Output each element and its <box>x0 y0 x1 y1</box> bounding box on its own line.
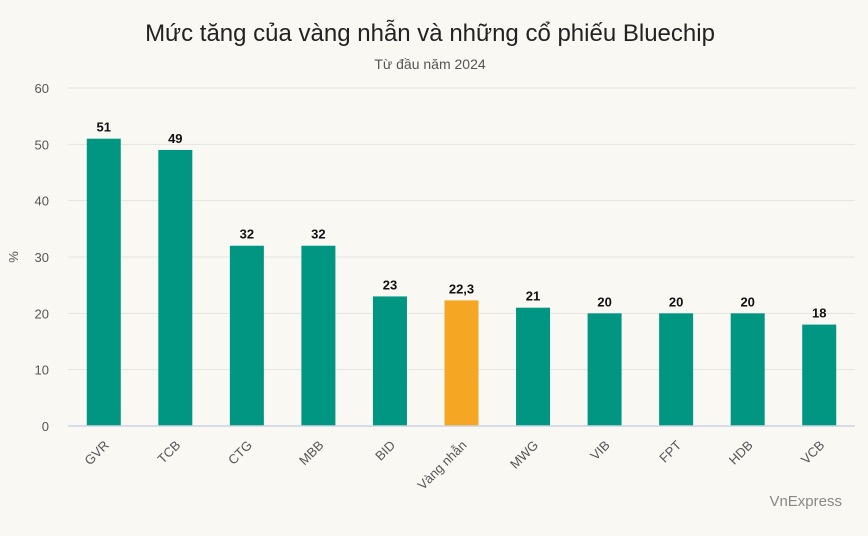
y-tick-label: 30 <box>35 250 49 265</box>
bar <box>86 138 121 426</box>
chart-title: Mức tăng của vàng nhẫn và những cổ phiếu… <box>145 20 715 47</box>
x-tick-label: VCB <box>798 438 828 468</box>
bar-value-label: 20 <box>597 294 611 309</box>
bar-value-label: 20 <box>740 294 754 309</box>
bar <box>802 324 837 426</box>
value-labels: 51 49 32 32 23 22,3 21 20 20 20 18 <box>97 120 827 321</box>
x-tick-label: MWG <box>507 438 541 472</box>
bar-value-label: 18 <box>812 306 826 321</box>
x-tick-label: HDB <box>726 438 756 468</box>
x-tick-label: FPT <box>656 437 684 465</box>
y-tick-label: 10 <box>35 363 49 378</box>
bar <box>587 313 622 426</box>
bar <box>229 245 264 426</box>
x-tick-label: MBB <box>296 438 327 469</box>
bar-value-label: 49 <box>168 131 182 146</box>
source-credit: VnExpress <box>769 493 842 510</box>
x-tick-label: TCB <box>154 438 183 467</box>
bar-value-label: 23 <box>383 277 397 292</box>
x-tick-label: VIB <box>587 438 612 463</box>
x-tick-label: Vàng nhẫn <box>415 438 470 493</box>
y-tick-label: 40 <box>35 194 49 209</box>
chart-subtitle: Từ đầu năm 2024 <box>374 56 486 72</box>
y-axis-ticks: 0 10 20 30 40 50 60 <box>35 81 49 434</box>
bar-value-label: 32 <box>311 227 325 242</box>
bar <box>301 245 336 426</box>
y-axis-label: % <box>6 251 21 263</box>
y-tick-label: 50 <box>35 137 49 152</box>
bar-value-label: 32 <box>240 227 254 242</box>
bar <box>158 149 193 426</box>
x-axis-ticks: GVR TCB CTG MBB BID Vàng nhẫn MWG VIB FPT HDB VCB <box>81 437 827 492</box>
bar-value-label: 20 <box>669 294 683 309</box>
x-tick-label: BID <box>372 438 398 464</box>
bar <box>444 300 479 426</box>
bar-value-label: 21 <box>526 289 540 304</box>
y-tick-label: 60 <box>35 81 49 96</box>
x-tick-label: CTG <box>225 438 255 468</box>
bars <box>86 138 837 426</box>
bar <box>659 313 694 426</box>
bar <box>516 307 551 426</box>
bar-value-label: 22,3 <box>449 281 474 296</box>
y-tick-label: 0 <box>42 419 49 434</box>
x-tick-label: GVR <box>81 438 112 469</box>
bar <box>730 313 765 426</box>
y-tick-label: 20 <box>35 306 49 321</box>
bar-value-label: 51 <box>97 120 111 135</box>
bar <box>372 296 407 426</box>
